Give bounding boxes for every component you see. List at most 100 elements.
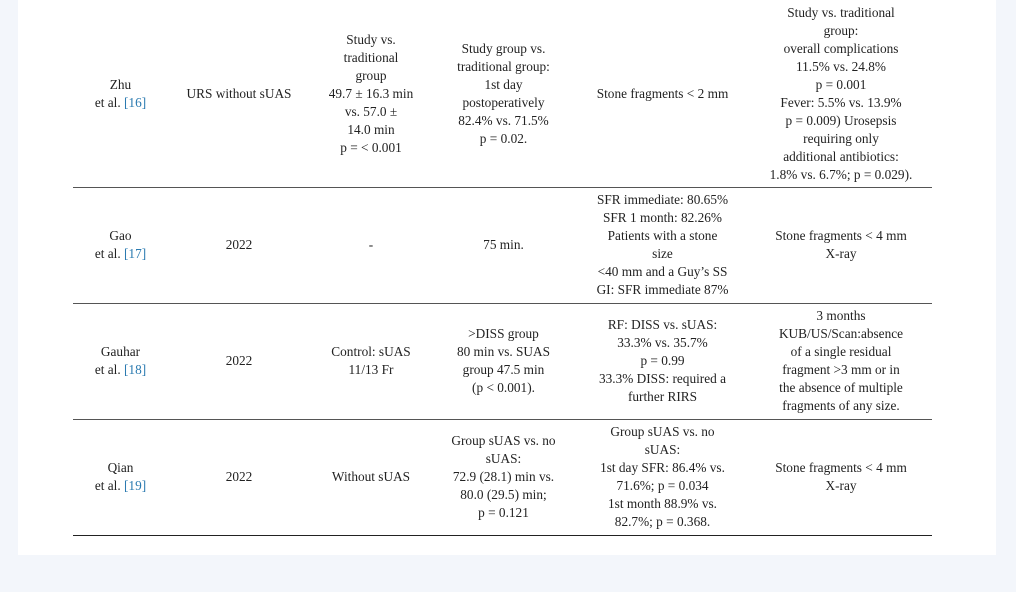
cell-text: 80.0 (29.5) min; (460, 487, 547, 502)
table-cell: >DISS group 80 min vs. SUAS group 47.5 min… (432, 303, 575, 419)
cell-text: Zhu (109, 76, 132, 92)
cell-text: 1st month 88.9% vs. (608, 496, 717, 511)
cell-text: 11/13 Fr (348, 362, 394, 377)
cell-text: p = 0.02. (479, 130, 528, 146)
cell-text: traditional group: (457, 58, 550, 74)
cell-text: group (355, 67, 387, 83)
table-cell: URS without sUAS (168, 0, 310, 187)
cell-text: sUAS: (644, 442, 681, 457)
table-cell: Gao et al. [17] (73, 187, 168, 303)
table-cell: 75 min. (432, 187, 575, 303)
table-cell: Group sUAS vs. no sUAS: 72.9 (28.1) min vs… (432, 419, 575, 535)
cell-text: 49.7 ± 16.3 min (328, 85, 414, 101)
cell-text: 14.0 min (347, 121, 395, 137)
table-row: Gao et al. [17] 2022 - 75 min. SFR immediate:… (73, 187, 932, 304)
cell-text: additional antibiotics: (783, 148, 899, 164)
cell-text: 2022 (225, 237, 253, 252)
table-cell: RF: DISS vs. sUAS: 33.3% vs. 35.7% p = 0.9… (575, 303, 750, 419)
cell-text: the absence of multiple (779, 380, 903, 395)
cell-text: Study vs. (346, 31, 396, 47)
cell-text: X-ray (825, 478, 857, 493)
cell-text: 2022 (225, 469, 253, 484)
cell-text: traditional (343, 49, 399, 65)
cell-text: group: (823, 22, 859, 38)
cell-text: 72.9 (28.1) min vs. (452, 469, 555, 484)
table-cell: 2022 (168, 187, 310, 303)
table-cell: 3 months KUB/US/Scan:absence of a single r… (750, 303, 932, 419)
cell-text: 82.7%; p = 0.368. (614, 514, 711, 529)
cell-text: fragment >3 mm or in (782, 362, 900, 377)
cell-text: et al. [19] (94, 478, 147, 493)
table-cell: Study vs. traditional group: overall compl… (750, 0, 932, 187)
table-row: Gauhar et al. [18] 2022 Control: sUAS 11/13 … (73, 303, 932, 420)
table-cell: Stone fragments < 2 mm (575, 0, 750, 187)
cell-text: of a single residual (790, 344, 892, 359)
cell-text: SFR immediate: 80.65% (596, 192, 729, 207)
cell-text: RF: DISS vs. sUAS: (607, 317, 718, 332)
cell-text: 11.5% vs. 24.8% (796, 58, 886, 74)
cell-text: >DISS group (468, 326, 539, 341)
cell-text: 80 min vs. SUAS (456, 344, 551, 359)
table-row: Zhu et al. [16] URS without sUAS Study vs. t… (73, 0, 932, 188)
cell-text: Study group vs. (461, 40, 546, 56)
cell-text: sUAS: (485, 451, 522, 466)
cell-text: further RIRS (627, 389, 698, 404)
cell-text: Stone fragments < 2 mm (596, 85, 729, 101)
table-cell: 2022 (168, 303, 310, 419)
cell-text: Study vs. traditional (787, 4, 895, 20)
cell-text: 33.3% DISS: required a (598, 371, 727, 386)
cell-text: et al. [17] (94, 246, 147, 261)
cell-text: overall complications (783, 40, 899, 56)
table-cell: Group sUAS vs. no sUAS: 1st day SFR: 86.4%… (575, 419, 750, 535)
cell-text: Gao (109, 228, 132, 243)
table-cell: Without sUAS (310, 419, 432, 535)
cell-text: Stone fragments < 4 mm (775, 228, 907, 243)
table-cell: Study vs. traditional group 49.7 ± 16.3 min… (310, 0, 432, 187)
cell-text: GI: SFR immediate 87% (596, 282, 729, 297)
cell-text: SFR 1 month: 82.26% (603, 210, 722, 225)
cell-text: et al. [16] (94, 94, 147, 110)
cell-text: 33.3% vs. 35.7% (617, 335, 708, 350)
cell-text: p = 0.121 (478, 505, 529, 520)
table-cell: Zhu et al. [16] (73, 0, 168, 187)
table-cell: Stone fragments < 4 mm X-ray (750, 187, 932, 303)
cell-text: 3 months (816, 308, 866, 323)
cell-text: et al. [18] (94, 362, 147, 377)
cell-text: Group sUAS vs. no (610, 424, 715, 439)
cell-text: size (652, 246, 673, 261)
cell-text: - (368, 237, 374, 252)
cell-text: 2022 (225, 353, 253, 368)
cell-text: Gauhar (100, 344, 141, 359)
table-cell: Study group vs. traditional group: 1st day… (432, 0, 575, 187)
cell-text: p = 0.009) Urosepsis (785, 112, 897, 128)
cell-text: 1.8% vs. 6.7%; p = 0.029). (769, 166, 913, 182)
cell-text: p = 0.99 (640, 353, 685, 368)
cell-text: vs. 57.0 ± (344, 103, 398, 119)
cell-text: URS without sUAS (186, 85, 292, 101)
cell-text: Stone fragments < 4 mm (775, 460, 907, 475)
cell-text: requiring only (803, 130, 879, 146)
cell-text: 71.6%; p = 0.034 (616, 478, 709, 493)
cell-text: Without sUAS (331, 469, 411, 484)
cell-text: p = < 0.001 (340, 139, 402, 155)
cell-text: 1st day (484, 76, 523, 92)
table-cell: 2022 (168, 419, 310, 535)
cell-text: Patients with a stone (607, 228, 718, 243)
cell-text: X-ray (825, 246, 857, 261)
table-cell: - (310, 187, 432, 303)
cell-text: Control: sUAS (331, 344, 411, 359)
cell-text: (p < 0.001). (472, 380, 535, 395)
table-cell: Gauhar et al. [18] (73, 303, 168, 419)
cell-text: 1st day SFR: 86.4% vs. (600, 460, 725, 475)
cell-text: postoperatively (462, 94, 545, 110)
cell-text: Qian (107, 460, 134, 475)
table-cell: SFR immediate: 80.65% SFR 1 month: 82.26%… (575, 187, 750, 303)
page-panel (18, 0, 996, 555)
table-cell: Control: sUAS 11/13 Fr (310, 303, 432, 419)
cell-text: fragments of any size. (782, 398, 900, 413)
cell-text: group 47.5 min (462, 362, 545, 377)
cell-text: Group sUAS vs. no (451, 433, 556, 448)
cell-text: p = 0.001 (815, 76, 867, 92)
cell-text: 82.4% vs. 71.5% (458, 112, 549, 128)
table-row: Qian et al. [19] 2022 Without sUAS Group sUA… (73, 419, 932, 536)
